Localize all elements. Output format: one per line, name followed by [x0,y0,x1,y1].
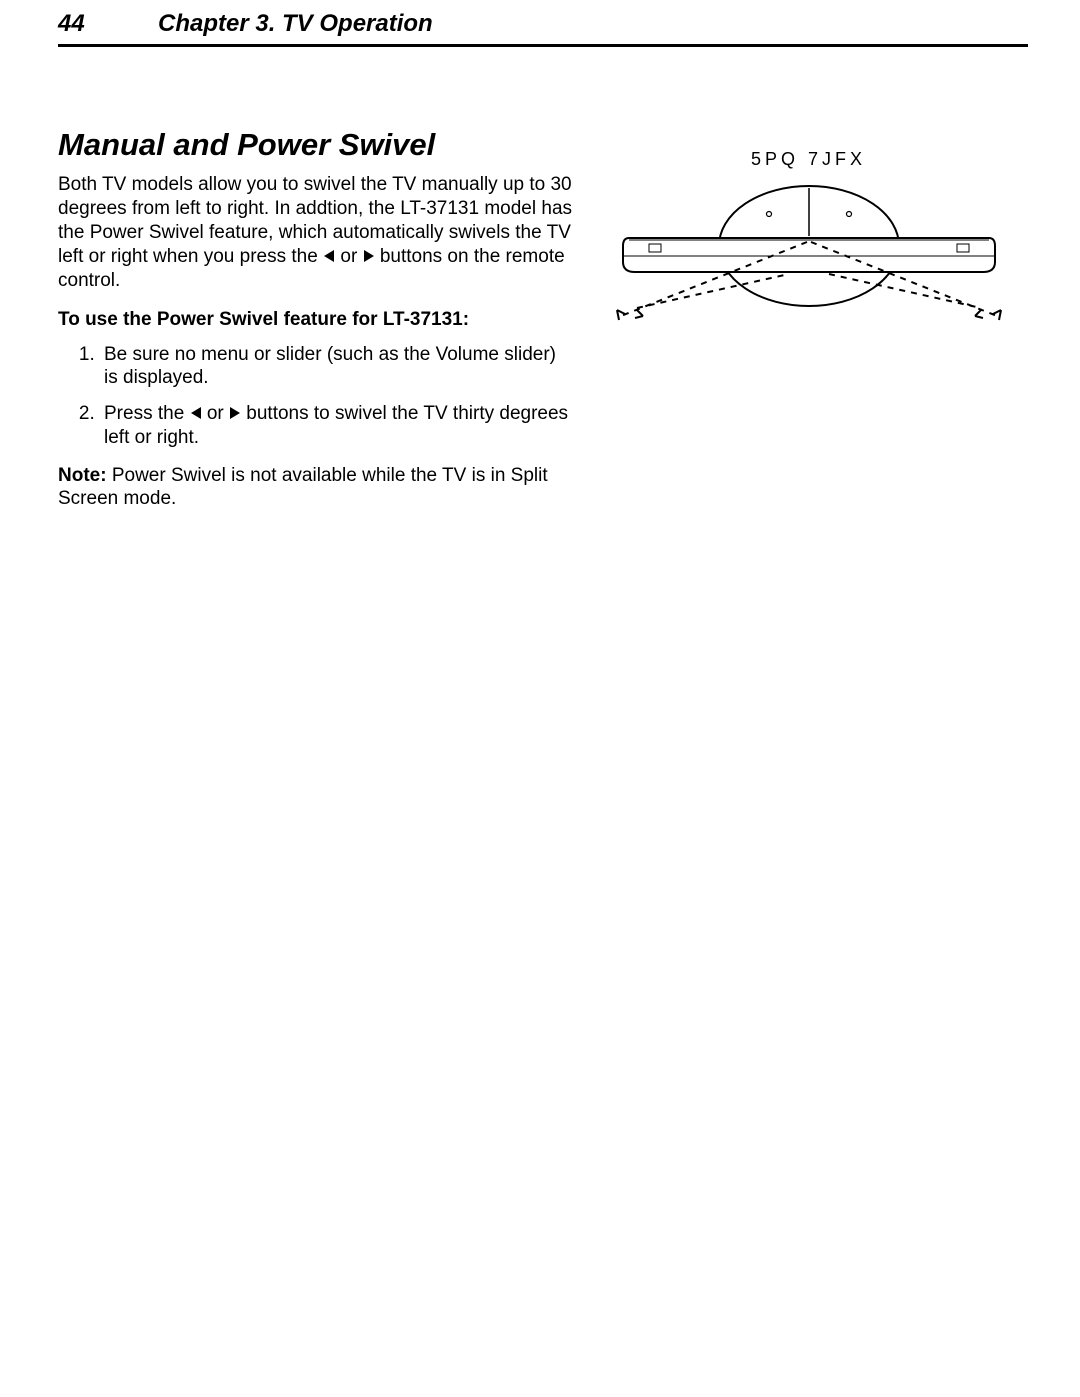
right-triangle-icon [363,249,375,263]
section-title: Manual and Power Swivel [58,127,573,163]
note-label: Note: [58,465,107,486]
list-item: Press the or buttons to swivel the TV th… [100,402,573,450]
step2-text-mid: or [202,403,229,424]
swivel-figure: 5PQ 7JFX [589,149,1028,346]
list-item: Be sure no menu or slider (such as the V… [100,343,573,391]
steps-list: Be sure no menu or slider (such as the V… [58,343,573,450]
intro-text-mid: or [335,246,362,267]
subheading: To use the Power Swivel feature for LT-3… [58,309,573,331]
tv-swivel-diagram-icon [599,176,1019,346]
content-columns: Manual and Power Swivel Both TV models a… [58,127,1028,511]
text-column: Manual and Power Swivel Both TV models a… [58,127,573,511]
page-header: 44 Chapter 3. TV Operation [58,0,1028,47]
left-triangle-icon [323,249,335,263]
figure-column: 5PQ 7JFX [589,127,1028,511]
right-triangle-icon [229,406,241,420]
left-triangle-icon [190,406,202,420]
note-text: Power Swivel is not available while the … [58,465,548,510]
intro-paragraph: Both TV models allow you to swivel the T… [58,173,573,293]
page: 44 Chapter 3. TV Operation Manual and Po… [0,0,1080,511]
figure-caption: 5PQ 7JFX [589,149,1028,170]
chapter-title: Chapter 3. TV Operation [158,10,433,38]
note-paragraph: Note: Power Swivel is not available whil… [58,464,573,512]
step2-text-a: Press the [104,403,190,424]
page-number: 44 [58,10,158,38]
